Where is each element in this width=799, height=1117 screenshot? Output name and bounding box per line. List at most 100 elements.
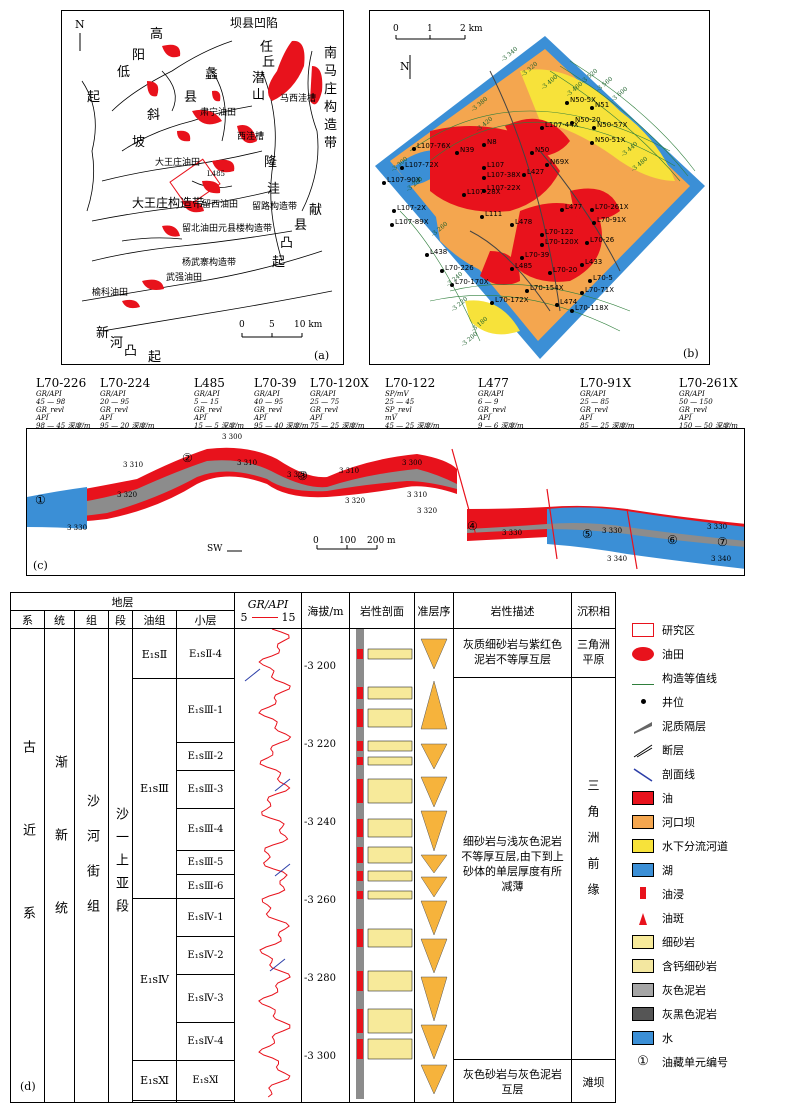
- parasequence-triangle: [420, 638, 448, 670]
- curve-desc: GR/API: [254, 390, 280, 398]
- reservoir-unit-label: ⑥: [667, 533, 678, 547]
- parasequence-triangle: [420, 776, 448, 808]
- well-name: L70-39: [254, 376, 297, 390]
- well-label: L107: [487, 161, 505, 169]
- well-label: L477: [565, 203, 583, 211]
- parasequence-triangle: [420, 810, 448, 852]
- legend-label: 油斑: [662, 912, 684, 925]
- well-label: N39: [460, 146, 475, 154]
- well-marker: [548, 271, 552, 275]
- depth-label: 3 300: [402, 459, 423, 467]
- xiaoceng-item: E₁sⅢ-1: [177, 679, 234, 743]
- curve-desc: GR_revl: [100, 406, 129, 414]
- curve-desc: API: [36, 414, 49, 422]
- legend-swatch: [632, 671, 654, 685]
- map-label: 起: [87, 90, 101, 105]
- elevation-label: -3 260: [304, 894, 337, 906]
- panel-b-contour-map: [375, 35, 705, 359]
- facies-1: 三角洲平原: [577, 638, 610, 666]
- oil-show: [357, 709, 363, 727]
- curve-desc: 85 — 25 深度/m: [580, 422, 635, 430]
- map-label: 庄: [324, 82, 338, 97]
- desc-cell: 灰质细砂岩与紫红色泥岩不等厚互层 细砂岩与浅灰色泥岩不等厚互层,由下到上砂体的单…: [453, 628, 572, 1103]
- legend-label: 剖面线: [662, 768, 695, 781]
- legend-item: 含钙细砂岩: [632, 956, 717, 976]
- depth-label: 3 310: [407, 491, 428, 499]
- xiaoceng-item: E₁sⅣ-3: [177, 975, 234, 1023]
- map-label: 留西油田: [202, 200, 239, 210]
- well-label: L438: [430, 248, 448, 256]
- elevation-label: -3 300: [304, 1050, 337, 1062]
- trend-arrow: [244, 668, 261, 682]
- curve-desc: 95 — 20 深度/m: [100, 422, 155, 430]
- well-label: L70-26: [590, 236, 615, 244]
- well-header: L485 GR/API 5 — 15 GR_revl API 15 — 5 深度/m: [194, 376, 244, 430]
- header-stratum: 地层: [10, 592, 235, 611]
- map-label: 洼: [267, 182, 281, 197]
- well-marker: [390, 223, 394, 227]
- legend-swatch: [632, 743, 654, 758]
- well-marker: [482, 176, 486, 180]
- curve-desc: 25 — 85: [580, 398, 610, 406]
- well-name: L70-226: [36, 376, 87, 390]
- well-label: L107-22X: [487, 184, 521, 192]
- well-marker: [525, 289, 529, 293]
- well-marker: [450, 283, 454, 287]
- scale-label: 2 km: [460, 24, 483, 34]
- legend-item: ① 油藏单元编号: [632, 1052, 728, 1072]
- map-label: 山: [252, 88, 266, 103]
- map-label: 河: [110, 336, 124, 351]
- parasequence-triangle: [420, 1064, 448, 1095]
- map-label: 潜: [252, 71, 266, 86]
- sand-bed: [367, 928, 413, 948]
- xiaoceng-item: E₁sⅢ-6: [177, 875, 234, 899]
- legend-item: 泥质隔层: [632, 716, 706, 736]
- xiaoceng-column: E₁sⅡ-4 E₁sⅢ-1 E₁sⅢ-2 E₁sⅢ-3 E₁sⅢ-4 E₁sⅢ-5 E₁sⅢ…: [177, 631, 234, 1101]
- well-label: L70-120X: [545, 238, 579, 246]
- header-duan: 段: [108, 610, 133, 629]
- map-label: 新: [96, 326, 110, 341]
- litho-cell: [349, 628, 415, 1103]
- scale-label: 100: [339, 536, 357, 546]
- oil-show: [357, 779, 363, 803]
- map-label: 坝县凹陷: [230, 16, 279, 30]
- map-label: 献: [309, 203, 323, 218]
- depth-label: 3 320: [345, 497, 366, 505]
- map-label: 蠡: [205, 67, 219, 82]
- elevation-label: -3 280: [304, 972, 337, 984]
- depth-label: 3 320: [287, 471, 308, 479]
- well-label: L70-172X: [495, 296, 529, 304]
- depth-label: 3 320: [417, 507, 438, 515]
- legend-swatch: [632, 647, 654, 661]
- well-name: L70-120X: [310, 376, 369, 390]
- depth-label: 3 330: [707, 523, 728, 531]
- well-marker: [482, 189, 486, 193]
- well-marker: [540, 126, 544, 130]
- curve-desc: 25 — 75: [310, 398, 340, 406]
- map-label: 凸: [124, 344, 138, 359]
- xiaoceng-item: E₁sⅢ-5: [177, 851, 234, 875]
- reservoir-unit-label: ②: [182, 451, 193, 465]
- scale-label: 0: [313, 536, 319, 546]
- oil-show: [357, 687, 363, 699]
- well-marker: [540, 233, 544, 237]
- header-tong: 统: [44, 610, 75, 629]
- well-marker: [530, 151, 534, 155]
- sand-bed: [367, 870, 413, 882]
- well-name: L70-122: [385, 376, 436, 390]
- oil-show: [357, 819, 363, 837]
- strat-column-table: 地层 GR/API 5 15 海拔/m 岩性剖面 准层序 岩性描述 沉积相 系 统 …: [10, 592, 616, 1103]
- curve-desc: SP_revl: [385, 406, 412, 414]
- curve-desc: SP/mV: [385, 390, 409, 398]
- youzu-item: E₁sⅣ: [133, 899, 176, 1061]
- curve-desc: 20 — 95: [100, 398, 130, 406]
- legend-item: 灰黑色泥岩: [632, 1004, 717, 1024]
- well-label: L107-44X: [545, 121, 579, 129]
- well-label: L427: [527, 168, 545, 176]
- curve-desc: GR/API: [478, 390, 504, 398]
- well-marker: [545, 163, 549, 167]
- well-label: L70-170X: [455, 278, 489, 286]
- oil-show: [357, 847, 363, 863]
- curve-desc: 9 — 6 深度/m: [478, 422, 524, 430]
- legend-label: 构造等值线: [662, 672, 717, 685]
